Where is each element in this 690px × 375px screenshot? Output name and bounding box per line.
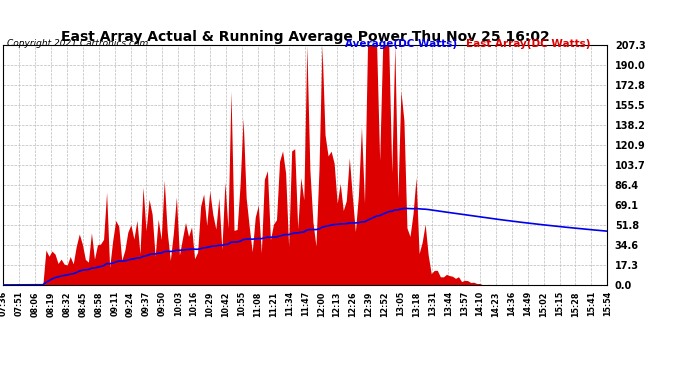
- Text: Average(DC Watts): Average(DC Watts): [345, 39, 457, 50]
- Title: East Array Actual & Running Average Power Thu Nov 25 16:02: East Array Actual & Running Average Powe…: [61, 30, 550, 44]
- Text: East Array(DC Watts): East Array(DC Watts): [466, 39, 590, 50]
- Text: Copyright 2021 Cartronics.com: Copyright 2021 Cartronics.com: [7, 39, 148, 48]
